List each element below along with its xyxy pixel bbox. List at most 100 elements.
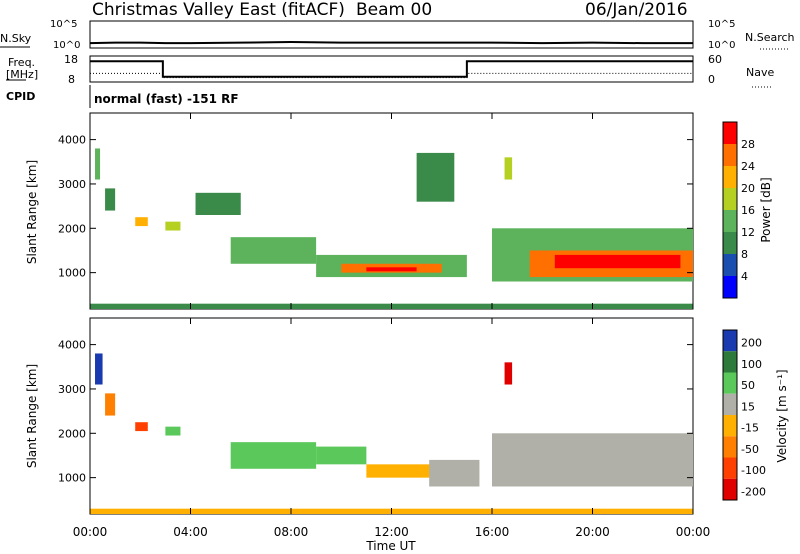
power-colorbar-swatch [723,232,737,254]
power-ytick-label: 3000 [58,178,86,191]
cpid-text: normal (fast) -151 RF [94,92,239,106]
noise-left-tick-bottom: 10^0 [53,40,80,51]
nave-label: Nave [746,66,774,79]
power-data-patch-9 [366,267,417,272]
vel-data-patch-2 [105,393,116,416]
velocity-colorbar-swatch [723,330,737,352]
noise-right-tick-bottom: 10^0 [708,40,735,51]
power-ytick-label: 4000 [58,134,86,147]
noise-left-tick-top: 10^5 [50,19,77,30]
power-yticks: 4000 3000 2000 1000 [58,134,693,280]
nsearch-label: N.Search [745,31,795,44]
nsky-line [89,41,693,45]
x-tick-label: 12:00 [374,525,409,539]
power-colorbar-tick: 28 [741,138,755,151]
power-data-patch-4 [165,221,181,231]
power-colorbar-swatch [723,254,737,276]
power-ytick-label: 1000 [58,267,86,280]
power-colorbar-label: Power [dB] [759,177,773,242]
power-colorbar-swatch [723,144,737,166]
noise-right-tick-top: 10^5 [708,19,735,30]
freq-tick-top: 18 [64,53,78,66]
velocity-ytick-label: 4000 [58,339,86,352]
velocity-colorbar-swatch [723,478,737,500]
station-title: Christmas Valley East (fitACF) [92,0,345,20]
x-tick-label: 16:00 [475,525,510,539]
vel-data-patch-10 [492,433,693,487]
power-data-patch-6 [230,237,317,264]
power-colorbar-tick: 12 [741,226,755,239]
velocity-colorbar-swatch [723,436,737,458]
velocity-ytick-label: 2000 [58,427,86,440]
velocity-colorbar-tick: -15 [741,422,759,435]
power-data-patch-1 [95,148,101,180]
velocity-colorbar-swatch [723,415,737,437]
x-axis-label: Time UT [365,539,416,553]
velocity-colorbar-tick: 100 [741,358,762,371]
x-tick-label: 20:00 [575,525,610,539]
freq-tick-bottom: 8 [68,73,75,86]
noise-panel: N.Sky 10^5 10^0 10^5 10^0 N.Search [0,19,795,51]
power-colorbar-tick: 16 [741,204,755,217]
beam-label: Beam 00 [356,0,432,20]
x-tick-label: 08:00 [274,525,309,539]
power-ylabel: Slant Range [km] [25,160,39,264]
freq-line [90,60,693,78]
velocity-colorbar-label: Velocity [m s⁻¹] [775,369,789,462]
power-ytick-label: 2000 [58,222,86,235]
velocity-ytick-label: 3000 [58,383,86,396]
velocity-colorbar: 200 100 50 15 -15 -50 -100 -200 Velocity [m s⁻¹… [722,329,789,501]
nave-tick-top: 60 [708,53,722,66]
vel-data-patch-5 [230,442,317,469]
velocity-colorbar-swatch [723,393,737,415]
freq-panel: Freq. [MHz] 18 8 60 0 Nave [6,53,774,88]
velocity-colorbar-swatch [723,351,737,373]
vel-data-patch-7 [366,464,442,478]
power-data-patch-14 [554,254,681,269]
power-data-patch-2 [105,188,116,211]
x-axis-ticks: 00:00 04:00 08:00 12:00 16:00 20:00 00:00 [73,113,711,539]
x-tick-label: 00:00 [676,525,711,539]
vel-data-patch-9 [504,362,513,385]
power-data-patch-5 [195,192,241,215]
cpid-label: CPID [6,90,35,103]
velocity-colorbar-tick: 15 [741,400,755,413]
power-data-patch-10 [416,152,455,202]
power-colorbar: 28 24 20 16 12 8 4 Power [dB] [722,121,773,299]
velocity-colorbar-tick: -50 [741,443,759,456]
vel-data-patch-4 [165,426,181,436]
nsky-label: N.Sky [0,32,32,45]
date-label: 06/Jan/2016 [585,0,688,20]
vel-data-patch-8 [429,459,480,487]
nave-line [90,72,693,79]
velocity-colorbar-tick: 50 [741,379,755,392]
power-data-patch-3 [135,217,148,227]
power-colorbar-tick: 4 [741,270,748,283]
freq-label-line1: Freq. [8,56,35,69]
velocity-colorbar-swatch [723,372,737,394]
velocity-colorbar-tick: 200 [741,337,762,350]
power-colorbar-tick: 8 [741,248,748,261]
velocity-panel: 4000 3000 2000 1000 Slant Range [km] [25,317,694,515]
nave-tick-bottom: 0 [708,73,715,86]
freq-label-line2: [MHz] [6,68,38,81]
power-panel: 4000 3000 2000 1000 Slant Range [km] [25,112,694,310]
power-colorbar-tick: 24 [741,160,755,173]
velocity-colorbar-tick: -200 [741,485,766,498]
vel-data-patch-3 [135,422,148,432]
power-colorbar-swatch [723,166,737,188]
power-data-patch-11 [504,157,513,180]
power-colorbar-tick: 20 [741,182,755,195]
power-colorbar-swatch [723,122,737,144]
power-colorbar-swatch [723,188,737,210]
x-tick-label: 00:00 [73,525,108,539]
velocity-colorbar-tick: -100 [741,464,766,477]
velocity-ytick-label: 1000 [58,472,86,485]
velocity-colorbar-swatch [723,457,737,479]
x-tick-label: 04:00 [173,525,208,539]
power-colorbar-swatch [723,276,737,298]
velocity-ylabel: Slant Range [km] [25,364,39,468]
power-colorbar-swatch [723,210,737,232]
velocity-yticks: 4000 3000 2000 1000 [58,339,693,485]
